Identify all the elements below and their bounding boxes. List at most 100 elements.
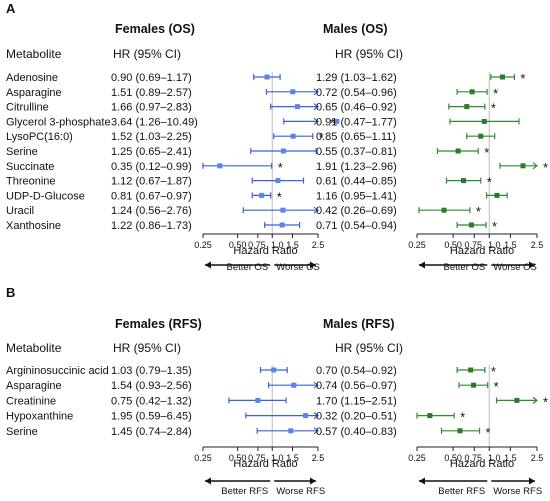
x-tick-label: 1.5 [504,453,517,463]
ci-arrow-upper [313,88,319,96]
better-arrowhead [205,477,211,485]
females-hr-value: 1.12 (0.67–1.87) [111,176,192,188]
females-hr-header: HR (95% CI) [113,47,181,61]
ci-row: * [448,101,496,116]
males-hr-value: 1.91 (1.23–2.96) [316,161,397,173]
significance-star: * [493,86,498,101]
direction-arrows: Better RFS Worse RFS [419,477,542,497]
males-hr-value: 0.71 (0.54–0.94) [316,220,397,232]
worse-label: Worse OS [493,262,537,273]
hr-point [455,148,461,154]
panel-a: A Females (OS) Males (OS) Metabolite HR (95%… [6,1,548,273]
males-title: Males (OS) [323,22,388,36]
females-hr-value: 1.52 (1.03–2.25) [111,131,192,143]
x-tick-label: 0.75 [464,453,482,463]
hr-point [275,178,281,184]
hr-point [500,74,506,80]
table-row: Asparagine 1.54 (0.93–2.56) 0.74 (0.56–0.9… [6,380,397,392]
metabolite-header: Metabolite [6,341,62,355]
x-tick-label: 0.50 [229,453,247,463]
females-hr-value: 1.66 (0.97–2.83) [111,102,192,114]
ci-row [253,74,281,80]
hr-point [303,413,309,419]
x-axis-label: Hazard Ratio [233,245,297,257]
better-arrowhead [419,261,425,269]
significance-star: * [277,189,282,204]
table-row: Hypoxanthine 1.95 (0.59–6.45) 0.32 (0.20–0… [6,411,397,423]
x-tick-label: 2.5 [312,240,325,250]
x-axis-label: Hazard Ratio [450,458,514,470]
worse-arrowhead [529,261,535,269]
ci-row [242,206,319,214]
hr-point [271,367,277,373]
hr-point [427,413,433,419]
males-hr-value: 0.85 (0.65–1.11) [316,131,396,143]
ci-row [264,222,301,228]
table-row: Threonine 1.12 (0.67–1.87) 0.61 (0.44–0.85… [6,176,397,188]
females-hr-header: HR (95% CI) [113,341,181,355]
x-tick-label: 0.50 [229,240,247,250]
better-arrowhead [419,477,425,485]
x-tick-label: 1.5 [504,240,517,250]
metabolite-header: Metabolite [6,47,62,61]
x-tick-label: 1.0 [488,240,501,250]
x-tick-label: 2.5 [531,453,544,463]
females-hr-value: 0.81 (0.67–0.97) [111,190,192,202]
table-row: Serine 1.25 (0.65–2.41) 0.55 (0.37–0.81) [6,146,397,158]
table-row: UDP-D-Glucose 0.81 (0.67–0.97) 1.16 (0.95–… [6,190,397,202]
panel-letter: A [6,1,16,16]
hr-point [457,428,463,434]
females-hr-value: 3.64 (1.26–10.49) [111,116,198,128]
x-tick-label: 1.5 [286,453,299,463]
ci-row: * [495,394,548,409]
x-tick-label: 0.50 [444,240,462,250]
females-title: Females (OS) [115,22,195,36]
ci-arrow-upper [313,427,319,435]
table-row: Argininosuccinic acid 1.03 (0.79–1.35) 0.7… [6,365,397,377]
significance-star: * [492,219,497,234]
males-hr-value: 0.72 (0.54–0.96) [316,87,397,99]
hr-point [259,192,265,198]
metabolite-name: Xanthosine [6,220,61,232]
panel-b: B Females (RFS) Males (RFS) Metabolite HR (9… [6,285,548,497]
males-hr-value: 0.91 (0.47–1.77) [316,116,397,128]
metabolite-name: Creatinine [6,395,56,407]
ci-row: * [418,204,481,219]
females-hr-value: 0.75 (0.42–1.32) [111,395,192,407]
table-row: Adenosine 0.90 (0.69–1.17) 1.29 (1.03–1.62… [6,72,397,84]
females-hr-value: 1.24 (0.56–2.76) [111,205,192,217]
females-hr-value: 1.03 (0.79–1.35) [111,365,192,377]
hr-point [464,104,470,110]
x-tick-label: 1.0 [488,453,501,463]
ci-row [449,118,520,125]
x-tick-label: 0.25 [408,240,426,250]
ci-row: * [456,219,497,234]
worse-arrowhead [310,261,316,269]
males-hr-value: 0.74 (0.56–0.97) [316,380,397,392]
males-hr-header: HR (95% CI) [335,47,403,61]
males-hr-value: 0.61 (0.44–0.85) [316,176,397,188]
ci-row [228,397,287,404]
females-forest-plot: 0.25 0.50 0.75 1.0 1.5 2.5 Hazard Ratio Better … [194,364,325,497]
hr-point [468,367,474,373]
significance-star: * [491,364,496,379]
hr-point [471,382,477,388]
significance-star: * [543,160,548,175]
females-hr-value: 0.90 (0.69–1.17) [111,72,192,84]
metabolite-name: Glycerol 3-phosphate [6,116,111,128]
panel-letter: B [6,285,15,300]
table-row: Glycerol 3-phosphate 3.64 (1.26–10.49) 0.9… [6,116,397,128]
significance-star: * [487,175,492,190]
worse-label: Worse RFS [276,486,325,497]
males-hr-value: 0.57 (0.40–0.83) [316,426,397,438]
significance-star: * [494,379,499,394]
hr-point [295,104,301,110]
significance-star: * [543,394,548,409]
males-hr-value: 0.42 (0.26–0.69) [316,205,397,217]
worse-arrowhead [310,477,316,485]
ci-arrow-upper [313,206,319,214]
ci-arrow-upper [313,117,319,125]
metabolite-name: Serine [6,426,38,438]
